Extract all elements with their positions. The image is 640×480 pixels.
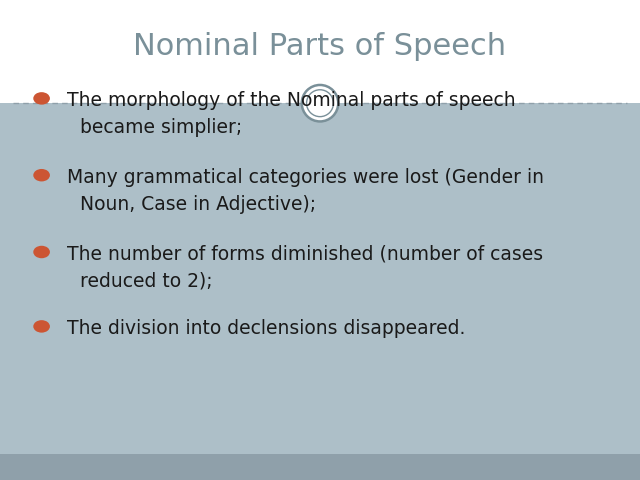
Text: reduced to 2);: reduced to 2); [80,271,212,290]
Circle shape [33,320,50,333]
Text: The division into declensions disappeared.: The division into declensions disappeare… [67,319,465,338]
Text: Many grammatical categories were lost (Gender in: Many grammatical categories were lost (G… [67,168,544,187]
Circle shape [33,246,50,258]
Ellipse shape [307,90,333,117]
FancyBboxPatch shape [0,103,640,454]
Circle shape [33,92,50,105]
Text: The number of forms diminished (number of cases: The number of forms diminished (number o… [67,245,543,264]
Text: Nominal Parts of Speech: Nominal Parts of Speech [133,32,507,61]
Ellipse shape [302,85,339,121]
Text: Noun, Case in Adjective);: Noun, Case in Adjective); [80,194,316,214]
FancyBboxPatch shape [0,454,640,480]
Text: became simplier;: became simplier; [80,118,243,137]
FancyBboxPatch shape [0,0,640,103]
Circle shape [33,169,50,181]
Text: The morphology of the Nominal parts of speech: The morphology of the Nominal parts of s… [67,91,516,110]
